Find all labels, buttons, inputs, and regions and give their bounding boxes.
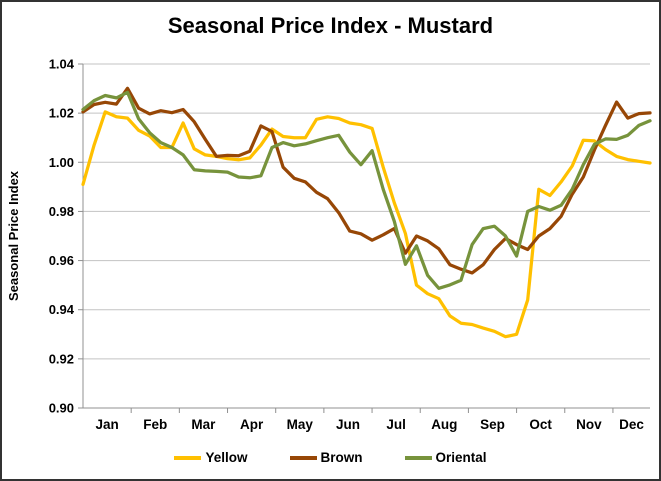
- y-tick-label: 0.92: [49, 351, 74, 366]
- x-tick-label: Oct: [529, 417, 552, 432]
- y-tick-label: 0.94: [49, 302, 75, 317]
- series-line-oriental: [81, 90, 652, 290]
- chart-legend: Yellow Brown Oriental: [2, 450, 659, 465]
- x-tick-label: Jun: [336, 417, 360, 432]
- x-tick-label: Mar: [191, 417, 216, 432]
- legend-swatch-brown: [289, 455, 317, 460]
- y-tick-label: 0.96: [49, 253, 74, 268]
- y-tick-label: 0.90: [49, 401, 74, 416]
- x-tick-label: Apr: [240, 417, 264, 432]
- x-tick-label: May: [287, 417, 314, 432]
- legend-label-brown: Brown: [320, 450, 363, 465]
- legend-swatch-yellow: [174, 455, 202, 460]
- x-tick-label: Dec: [619, 417, 644, 432]
- x-tick-label: Aug: [431, 417, 457, 432]
- legend-label-yellow: Yellow: [205, 450, 248, 465]
- legend-item-oriental: Oriental: [404, 450, 487, 465]
- legend-label-oriental: Oriental: [435, 450, 487, 465]
- y-tick-label: 1.02: [49, 106, 74, 121]
- x-tick-label: Nov: [576, 417, 602, 432]
- legend-item-brown: Brown: [289, 450, 363, 465]
- chart-title: Seasonal Price Index - Mustard: [167, 13, 494, 38]
- x-tick-label: Jan: [95, 417, 118, 432]
- y-axis-title: Seasonal Price Index: [6, 170, 21, 301]
- legend-item-yellow: Yellow: [174, 450, 248, 465]
- x-tick-label: Sep: [480, 417, 505, 432]
- x-tick-label: Feb: [143, 417, 167, 432]
- y-tick-label: 0.98: [49, 204, 74, 219]
- series-line-yellow: [81, 110, 652, 339]
- x-tick-label: Jul: [386, 417, 406, 432]
- y-tick-label: 1.04: [49, 57, 75, 72]
- series-line-brown: [81, 86, 652, 275]
- legend-swatch-oriental: [404, 455, 432, 460]
- y-tick-label: 1.00: [49, 155, 74, 170]
